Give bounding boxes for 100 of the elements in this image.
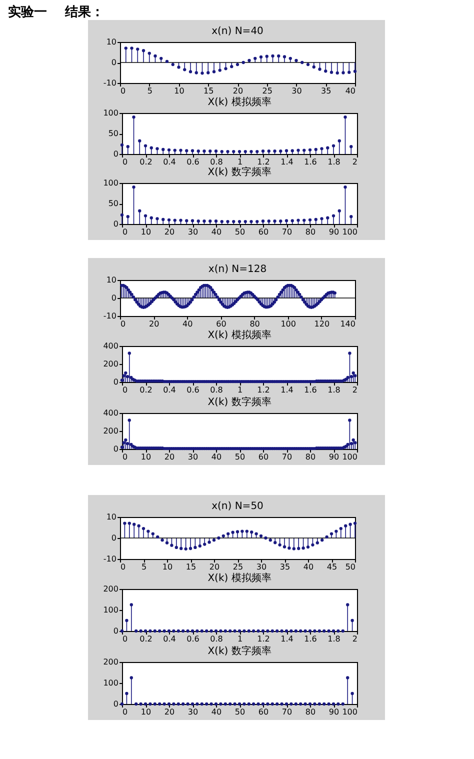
- x-tick-label: 0: [122, 634, 128, 644]
- x-tick-label: 60: [216, 320, 226, 328]
- x-tick-label: 0: [122, 386, 128, 395]
- x-tick-label: 80: [305, 228, 316, 237]
- y-tick-label: 0: [113, 444, 118, 454]
- chart-title: X(k) 模拟频率: [208, 572, 272, 584]
- x-tick-label: 1.2: [257, 634, 270, 644]
- y-tick-label: 400: [103, 342, 118, 351]
- y-tick-label: 100: [103, 606, 118, 615]
- y-tick-label: 0: [113, 378, 118, 387]
- x-tick-label: 0.4: [163, 386, 176, 395]
- y-tick-label: 100: [103, 108, 118, 118]
- y-tick-label: 100: [103, 678, 118, 688]
- x-tick-label: 0.4: [163, 157, 176, 166]
- x-tick-label: 0.2: [140, 386, 152, 395]
- y-tick-label: 200: [103, 584, 118, 594]
- y-tick-label: 0: [113, 220, 118, 229]
- y-tick-label: 0: [113, 626, 118, 636]
- x-tick-label: 100: [342, 228, 358, 237]
- y-tick-label: 0: [113, 149, 118, 158]
- x-tick-label: 50: [234, 228, 246, 237]
- x-tick-label: 0: [120, 86, 126, 96]
- x-tick-label: 0: [122, 452, 128, 462]
- x-tick-label: 20: [164, 228, 175, 237]
- x-tick-label: 2: [352, 634, 358, 644]
- x-tick-label: 45: [326, 562, 338, 572]
- x-tick-label: 25: [232, 562, 244, 572]
- x-tick-label: 90: [328, 452, 340, 462]
- x-tick-label: 40: [345, 86, 356, 96]
- x-tick-label: 70: [282, 228, 292, 237]
- x-tick-label: 30: [188, 452, 198, 462]
- x-tick-label: 40: [211, 228, 222, 237]
- y-tick-label: 100: [103, 178, 118, 188]
- y-tick-label: 50: [108, 199, 118, 208]
- y-tick-label: 50: [108, 128, 118, 138]
- x-tick-label: 30: [292, 86, 302, 96]
- x-tick-label: 25: [262, 86, 272, 96]
- x-tick-label: 1.8: [328, 634, 340, 644]
- chart-title: X(k) 模拟频率: [208, 329, 272, 342]
- x-tick-label: 0: [122, 228, 128, 237]
- chart-title: x(n) N=128: [208, 264, 267, 275]
- x-tick-label: 30: [188, 707, 198, 716]
- y-tick-label: -10: [103, 312, 116, 320]
- x-tick-label: 40: [303, 562, 314, 572]
- y-tick-label: -10: [103, 554, 116, 564]
- x-tick-label: 1: [237, 634, 243, 644]
- x-tick-label: 100: [280, 320, 296, 328]
- y-tick-label: 10: [106, 38, 116, 46]
- x-tick-label: 30: [256, 562, 267, 572]
- x-tick-label: 10: [174, 86, 184, 96]
- y-tick-label: 10: [106, 512, 116, 522]
- x-tick-label: 1.8: [328, 386, 340, 395]
- x-tick-label: 0: [122, 157, 128, 166]
- x-tick-label: 20: [148, 320, 160, 328]
- x-tick-label: 10: [140, 452, 152, 462]
- x-tick-label: 90: [328, 707, 340, 716]
- x-tick-label: 1: [237, 157, 243, 166]
- x-tick-label: 60: [258, 707, 269, 716]
- x-tick-label: 90: [328, 228, 340, 237]
- x-tick-label: 20: [164, 707, 175, 716]
- x-tick-label: 35: [321, 86, 332, 96]
- chart-title: X(k) 数字频率: [208, 166, 272, 178]
- x-tick-label: 10: [140, 228, 152, 237]
- x-tick-label: 1.6: [304, 386, 317, 395]
- x-tick-label: 1: [237, 386, 243, 395]
- y-tick-label: 400: [103, 408, 118, 418]
- x-tick-label: 2: [352, 386, 358, 395]
- x-tick-label: 0.2: [140, 157, 152, 166]
- chart-title: X(k) 模拟频率: [208, 96, 272, 108]
- y-tick-label: 10: [106, 276, 116, 284]
- x-tick-label: 80: [305, 452, 316, 462]
- x-tick-label: 0.2: [140, 634, 152, 644]
- x-tick-label: 30: [188, 228, 198, 237]
- y-tick-label: 200: [103, 426, 118, 436]
- text: 实验一: [8, 4, 47, 21]
- x-tick-label: 100: [342, 452, 358, 462]
- x-tick-label: 50: [345, 562, 356, 572]
- chart-title: X(k) 数字频率: [208, 644, 272, 657]
- x-tick-label: 1.6: [304, 157, 317, 166]
- x-tick-label: 70: [282, 452, 292, 462]
- chart-title: x(n) N=50: [212, 501, 264, 512]
- x-tick-label: 0.6: [186, 157, 200, 166]
- x-tick-label: 10: [140, 707, 152, 716]
- y-tick-label: 0: [111, 58, 116, 67]
- x-tick-label: 40: [211, 707, 222, 716]
- x-tick-label: 15: [186, 562, 196, 572]
- chart-title: X(k) 数字频率: [208, 396, 272, 408]
- x-tick-label: 1.2: [257, 386, 270, 395]
- x-tick-label: 0.8: [210, 386, 223, 395]
- x-tick-label: 60: [258, 452, 269, 462]
- x-tick-label: 0.8: [210, 157, 223, 166]
- x-tick-label: 1.6: [304, 634, 317, 644]
- x-tick-label: 1.2: [257, 157, 270, 166]
- y-tick-label: -10: [103, 78, 116, 88]
- y-tick-label: 200: [103, 360, 118, 369]
- chart-title: x(n) N=40: [212, 26, 264, 37]
- x-tick-label: 0.6: [186, 386, 200, 395]
- y-tick-label: 0: [111, 534, 116, 542]
- y-tick-label: 0: [111, 294, 116, 302]
- x-tick-label: 70: [282, 707, 292, 716]
